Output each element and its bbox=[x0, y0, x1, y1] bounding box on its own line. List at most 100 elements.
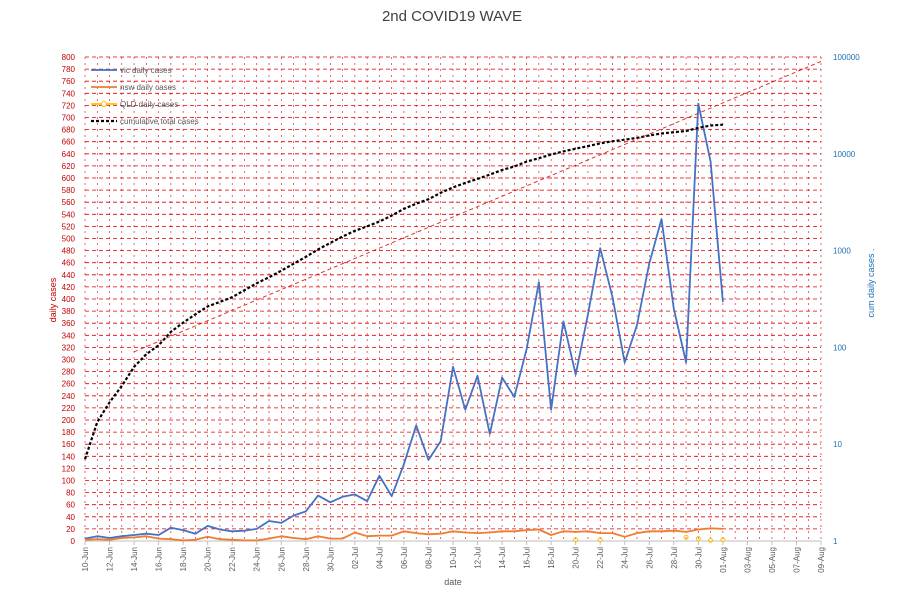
x-tick-label: 06-Jul bbox=[400, 547, 409, 569]
x-tick-label: 26-Jul bbox=[645, 547, 654, 569]
y-left-tick-label: 540 bbox=[62, 210, 76, 219]
qld-daily-cases-point bbox=[720, 537, 726, 543]
y-left-tick-label: 740 bbox=[62, 89, 76, 98]
legend-label-vic-daily-cases: vic daily cases bbox=[120, 66, 172, 75]
legend-label-cumulative-total-cases: cumulative total cases bbox=[120, 117, 199, 126]
y-axis-left-title: daily cases bbox=[48, 277, 58, 322]
x-tick-label: 12-Jul bbox=[474, 547, 483, 569]
x-tick-label: 16-Jul bbox=[523, 547, 532, 569]
x-tick-label: 08-Jul bbox=[424, 547, 433, 569]
y-left-tick-label: 320 bbox=[62, 343, 76, 352]
x-tick-label: 26-Jun bbox=[277, 547, 286, 571]
y-left-tick-label: 140 bbox=[62, 452, 76, 461]
y-left-tick-label: 520 bbox=[62, 222, 76, 231]
qld-daily-cases-point bbox=[597, 537, 603, 543]
y-left-tick-label: 220 bbox=[62, 404, 76, 413]
y-left-tick-label: 180 bbox=[62, 428, 76, 437]
x-tick-label: 28-Jun bbox=[302, 547, 311, 571]
nsw-daily-cases-line bbox=[84, 527, 723, 542]
x-axis-title: date bbox=[444, 577, 462, 587]
y-right-tick-label: 100000 bbox=[833, 53, 860, 62]
x-tick-label: 30-Jun bbox=[326, 547, 335, 571]
y-left-tick-label: 400 bbox=[62, 295, 76, 304]
y-left-tick-label: 760 bbox=[62, 77, 76, 86]
x-tick-label: 24-Jul bbox=[621, 547, 630, 569]
y-left-tick-label: 120 bbox=[62, 464, 76, 473]
y-left-tick-label: 20 bbox=[66, 525, 75, 534]
cumulative-total-cases-line bbox=[83, 123, 723, 460]
x-tick-label: 04-Jul bbox=[375, 547, 384, 569]
chart-title: 2nd COVID19 WAVE bbox=[382, 8, 522, 25]
x-tick-label: 03-Aug bbox=[743, 547, 752, 573]
x-axis: 10-Jun 12-Jun 14-Jun 16-Jun 18-Jun 20-Jun 22-J… bbox=[81, 541, 826, 573]
x-tick-label: 28-Jul bbox=[670, 547, 679, 569]
y-axis-right-title: cum daily cases . bbox=[866, 248, 876, 317]
y-left-tick-label: 80 bbox=[66, 489, 75, 498]
qld-daily-cases-point bbox=[573, 537, 579, 543]
x-tick-label: 01-Aug bbox=[719, 547, 728, 573]
qld-daily-cases-point bbox=[695, 536, 701, 542]
x-tick-label: 18-Jul bbox=[547, 547, 556, 569]
y-left-tick-label: 680 bbox=[62, 126, 76, 135]
y-left-tick-label: 600 bbox=[62, 174, 76, 183]
y-left-tick-label: 340 bbox=[62, 331, 76, 340]
y-left-tick-label: 720 bbox=[62, 101, 76, 110]
x-tick-label: 22-Jul bbox=[596, 547, 605, 569]
x-tick-label: 02-Jul bbox=[351, 547, 360, 569]
x-tick-label: 18-Jun bbox=[179, 547, 188, 571]
y-left-tick-label: 260 bbox=[62, 380, 76, 389]
x-tick-label: 22-Jun bbox=[228, 547, 237, 571]
grid-lines bbox=[84, 56, 822, 541]
x-tick-label: 05-Aug bbox=[768, 547, 777, 573]
y-left-tick-label: 40 bbox=[66, 513, 75, 522]
y-left-tick-label: 200 bbox=[62, 416, 76, 425]
y-left-tick-label: 0 bbox=[71, 537, 76, 546]
y-right-tick-label: 10 bbox=[833, 440, 842, 449]
y-left-tick-label: 780 bbox=[62, 65, 76, 74]
x-tick-label: 14-Jun bbox=[130, 547, 139, 571]
y-left-tick-label: 280 bbox=[62, 368, 76, 377]
series-lines bbox=[83, 61, 822, 543]
y-left-tick-label: 700 bbox=[62, 114, 76, 123]
y-left-tick-label: 300 bbox=[62, 356, 76, 365]
x-tick-label: 24-Jun bbox=[253, 547, 262, 571]
x-tick-label: 16-Jun bbox=[155, 547, 164, 571]
y-left-tick-label: 420 bbox=[62, 283, 76, 292]
x-tick-label: 30-Jul bbox=[694, 547, 703, 569]
x-tick-label: 09-Aug bbox=[817, 547, 826, 573]
y-left-tick-label: 100 bbox=[62, 477, 76, 486]
x-tick-label: 20-Jul bbox=[572, 547, 581, 569]
y-right-tick-label: 1 bbox=[833, 537, 838, 546]
qld-daily-cases-point bbox=[708, 537, 714, 543]
x-tick-label: 14-Jul bbox=[498, 547, 507, 569]
y-left-tick-label: 60 bbox=[66, 501, 75, 510]
legend-marker-qld-daily-cases bbox=[101, 101, 107, 107]
y-left-tick-label: 380 bbox=[62, 307, 76, 316]
y-left-tick-label: 800 bbox=[62, 53, 76, 62]
x-tick-label: 10-Jun bbox=[81, 547, 90, 571]
y-left-tick-label: 580 bbox=[62, 186, 76, 195]
y-left-tick-label: 560 bbox=[62, 198, 76, 207]
y-left-tick-label: 660 bbox=[62, 138, 76, 147]
y-right-tick-label: 1000 bbox=[833, 247, 851, 256]
y-left-tick-label: 460 bbox=[62, 259, 76, 268]
y-axis-right: 1 10 100 1000 10000 100000 bbox=[833, 53, 860, 546]
y-left-tick-label: 500 bbox=[62, 235, 76, 244]
legend: vic daily cases nsw daily cases QLD daily … bbox=[91, 66, 199, 126]
y-right-tick-label: 100 bbox=[833, 343, 847, 352]
qld-daily-cases-point bbox=[683, 534, 689, 540]
y-right-tick-label: 10000 bbox=[833, 150, 856, 159]
legend-label-qld-daily-cases: QLD daily cases bbox=[120, 100, 178, 109]
y-left-tick-label: 360 bbox=[62, 319, 76, 328]
x-tick-label: 07-Aug bbox=[792, 547, 801, 573]
y-left-tick-label: 440 bbox=[62, 271, 76, 280]
y-left-tick-label: 480 bbox=[62, 247, 76, 256]
y-axis-left: 0 20 40 60 80 100 120 140 160 180 200 220 240 260 280 3… bbox=[62, 53, 76, 546]
x-tick-label: 20-Jun bbox=[204, 547, 213, 571]
x-tick-label: 12-Jun bbox=[106, 547, 115, 571]
y-left-tick-label: 640 bbox=[62, 150, 76, 159]
trend-line bbox=[133, 61, 822, 353]
y-left-tick-label: 620 bbox=[62, 162, 76, 171]
legend-label-nsw-daily-cases: nsw daily cases bbox=[120, 83, 176, 92]
